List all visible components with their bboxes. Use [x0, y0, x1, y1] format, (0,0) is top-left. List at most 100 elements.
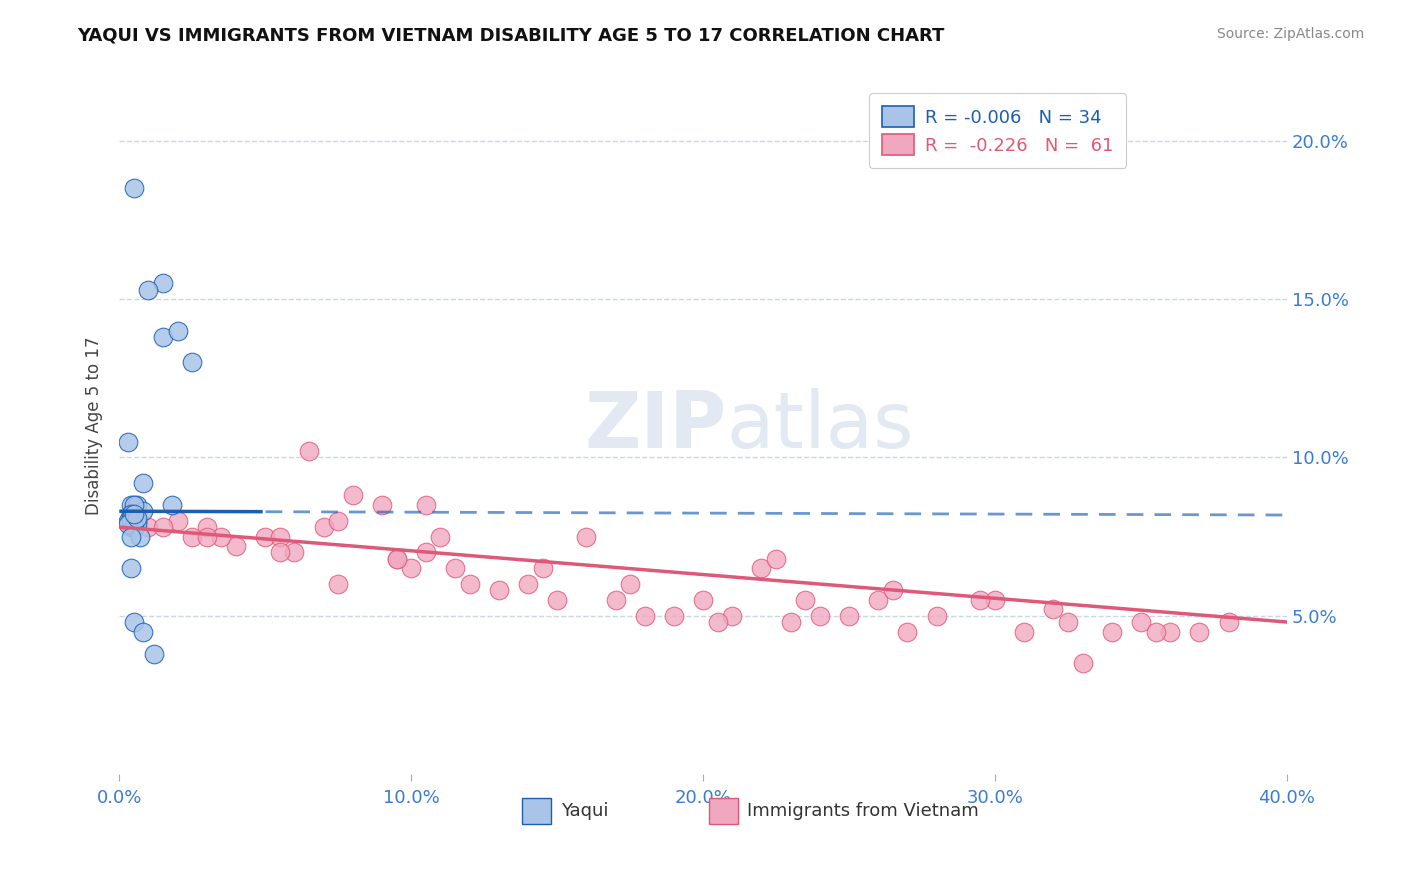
Point [868, 593, 890, 607]
Point [152, 520, 174, 534]
Point [125, 516, 148, 531]
Point [122, 508, 145, 522]
Point [517, 577, 540, 591]
Point [131, 624, 153, 639]
Point [328, 514, 350, 528]
Point [166, 514, 188, 528]
Point [706, 615, 728, 629]
Point [120, 510, 142, 524]
Point [143, 647, 166, 661]
Point [125, 510, 148, 524]
Point [283, 545, 305, 559]
Point [634, 608, 657, 623]
Point [794, 593, 817, 607]
Point [225, 539, 247, 553]
Text: Yaqui: Yaqui [561, 802, 609, 820]
Point [298, 444, 321, 458]
Point [122, 498, 145, 512]
Point [1144, 624, 1167, 639]
Point [399, 561, 422, 575]
Point [662, 608, 685, 623]
Point [751, 561, 773, 575]
Point [779, 615, 801, 629]
Point [1188, 624, 1211, 639]
Point [195, 520, 218, 534]
Bar [522, 797, 551, 824]
Point [1057, 615, 1080, 629]
Point [122, 181, 145, 195]
Point [808, 608, 831, 623]
Bar [709, 797, 738, 824]
Text: Source: ZipAtlas.com: Source: ZipAtlas.com [1216, 27, 1364, 41]
Point [765, 551, 787, 566]
Text: Immigrants from Vietnam: Immigrants from Vietnam [748, 802, 979, 820]
Y-axis label: Disability Age 5 to 17: Disability Age 5 to 17 [86, 336, 103, 515]
Text: atlas: atlas [727, 388, 914, 464]
Point [342, 488, 364, 502]
Point [838, 608, 860, 623]
Point [488, 583, 510, 598]
Point [138, 283, 160, 297]
Point [385, 551, 408, 566]
Point [925, 608, 948, 623]
Point [120, 530, 142, 544]
Point [575, 530, 598, 544]
Point [152, 277, 174, 291]
Point [120, 508, 142, 522]
Point [328, 577, 350, 591]
Legend: R = -0.006   N = 34, R =  -0.226   N =  61: R = -0.006 N = 34, R = -0.226 N = 61 [869, 94, 1126, 168]
Point [128, 530, 150, 544]
Text: YAQUI VS IMMIGRANTS FROM VIETNAM DISABILITY AGE 5 TO 17 CORRELATION CHART: YAQUI VS IMMIGRANTS FROM VIETNAM DISABIL… [77, 27, 945, 45]
Point [160, 498, 183, 512]
Point [1101, 624, 1123, 639]
Point [1218, 615, 1240, 629]
Point [254, 530, 277, 544]
Point [605, 593, 627, 607]
Point [131, 475, 153, 490]
Point [269, 530, 291, 544]
Point [120, 498, 142, 512]
Point [415, 498, 437, 512]
Point [117, 514, 139, 528]
Point [125, 514, 148, 528]
Point [546, 593, 568, 607]
Point [120, 510, 142, 524]
Point [429, 530, 451, 544]
Point [1130, 615, 1153, 629]
Point [896, 624, 918, 639]
Point [371, 498, 394, 512]
Point [882, 583, 904, 598]
Point [269, 545, 291, 559]
Point [122, 498, 145, 512]
Point [209, 530, 232, 544]
Point [458, 577, 481, 591]
Point [1012, 624, 1035, 639]
Point [122, 514, 145, 528]
Point [1071, 657, 1094, 671]
Point [166, 324, 188, 338]
Point [181, 530, 204, 544]
Point [131, 504, 153, 518]
Point [120, 520, 142, 534]
Point [138, 520, 160, 534]
Point [619, 577, 641, 591]
Point [312, 520, 335, 534]
Point [984, 593, 1007, 607]
Point [969, 593, 991, 607]
Point [117, 516, 139, 531]
Point [122, 504, 145, 518]
Point [181, 355, 204, 369]
Point [120, 514, 142, 528]
Point [117, 434, 139, 449]
Point [721, 608, 744, 623]
Point [531, 561, 554, 575]
Text: ZIP: ZIP [585, 388, 727, 464]
Point [415, 545, 437, 559]
Point [385, 551, 408, 566]
Point [122, 520, 145, 534]
Point [152, 330, 174, 344]
Point [122, 615, 145, 629]
Point [120, 508, 142, 522]
Point [692, 593, 714, 607]
Point [1042, 602, 1064, 616]
